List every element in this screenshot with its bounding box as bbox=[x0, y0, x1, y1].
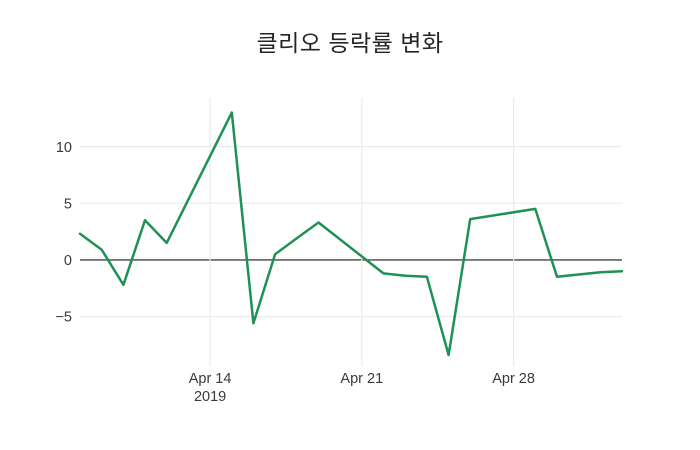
y-tick-label: 10 bbox=[56, 140, 72, 156]
x-tick-year-label: 2019 bbox=[194, 389, 226, 405]
y-tick-label: 0 bbox=[64, 253, 72, 269]
series-line bbox=[78, 111, 624, 357]
y-tick-label: 5 bbox=[64, 196, 72, 212]
x-tick-label: Apr 14 bbox=[189, 371, 232, 387]
x-tick-label: Apr 28 bbox=[492, 371, 535, 387]
chart-title: 클리오 등락률 변화 bbox=[256, 30, 444, 56]
y-tick-label: −5 bbox=[55, 310, 72, 326]
x-tick-label: Apr 21 bbox=[340, 371, 383, 387]
